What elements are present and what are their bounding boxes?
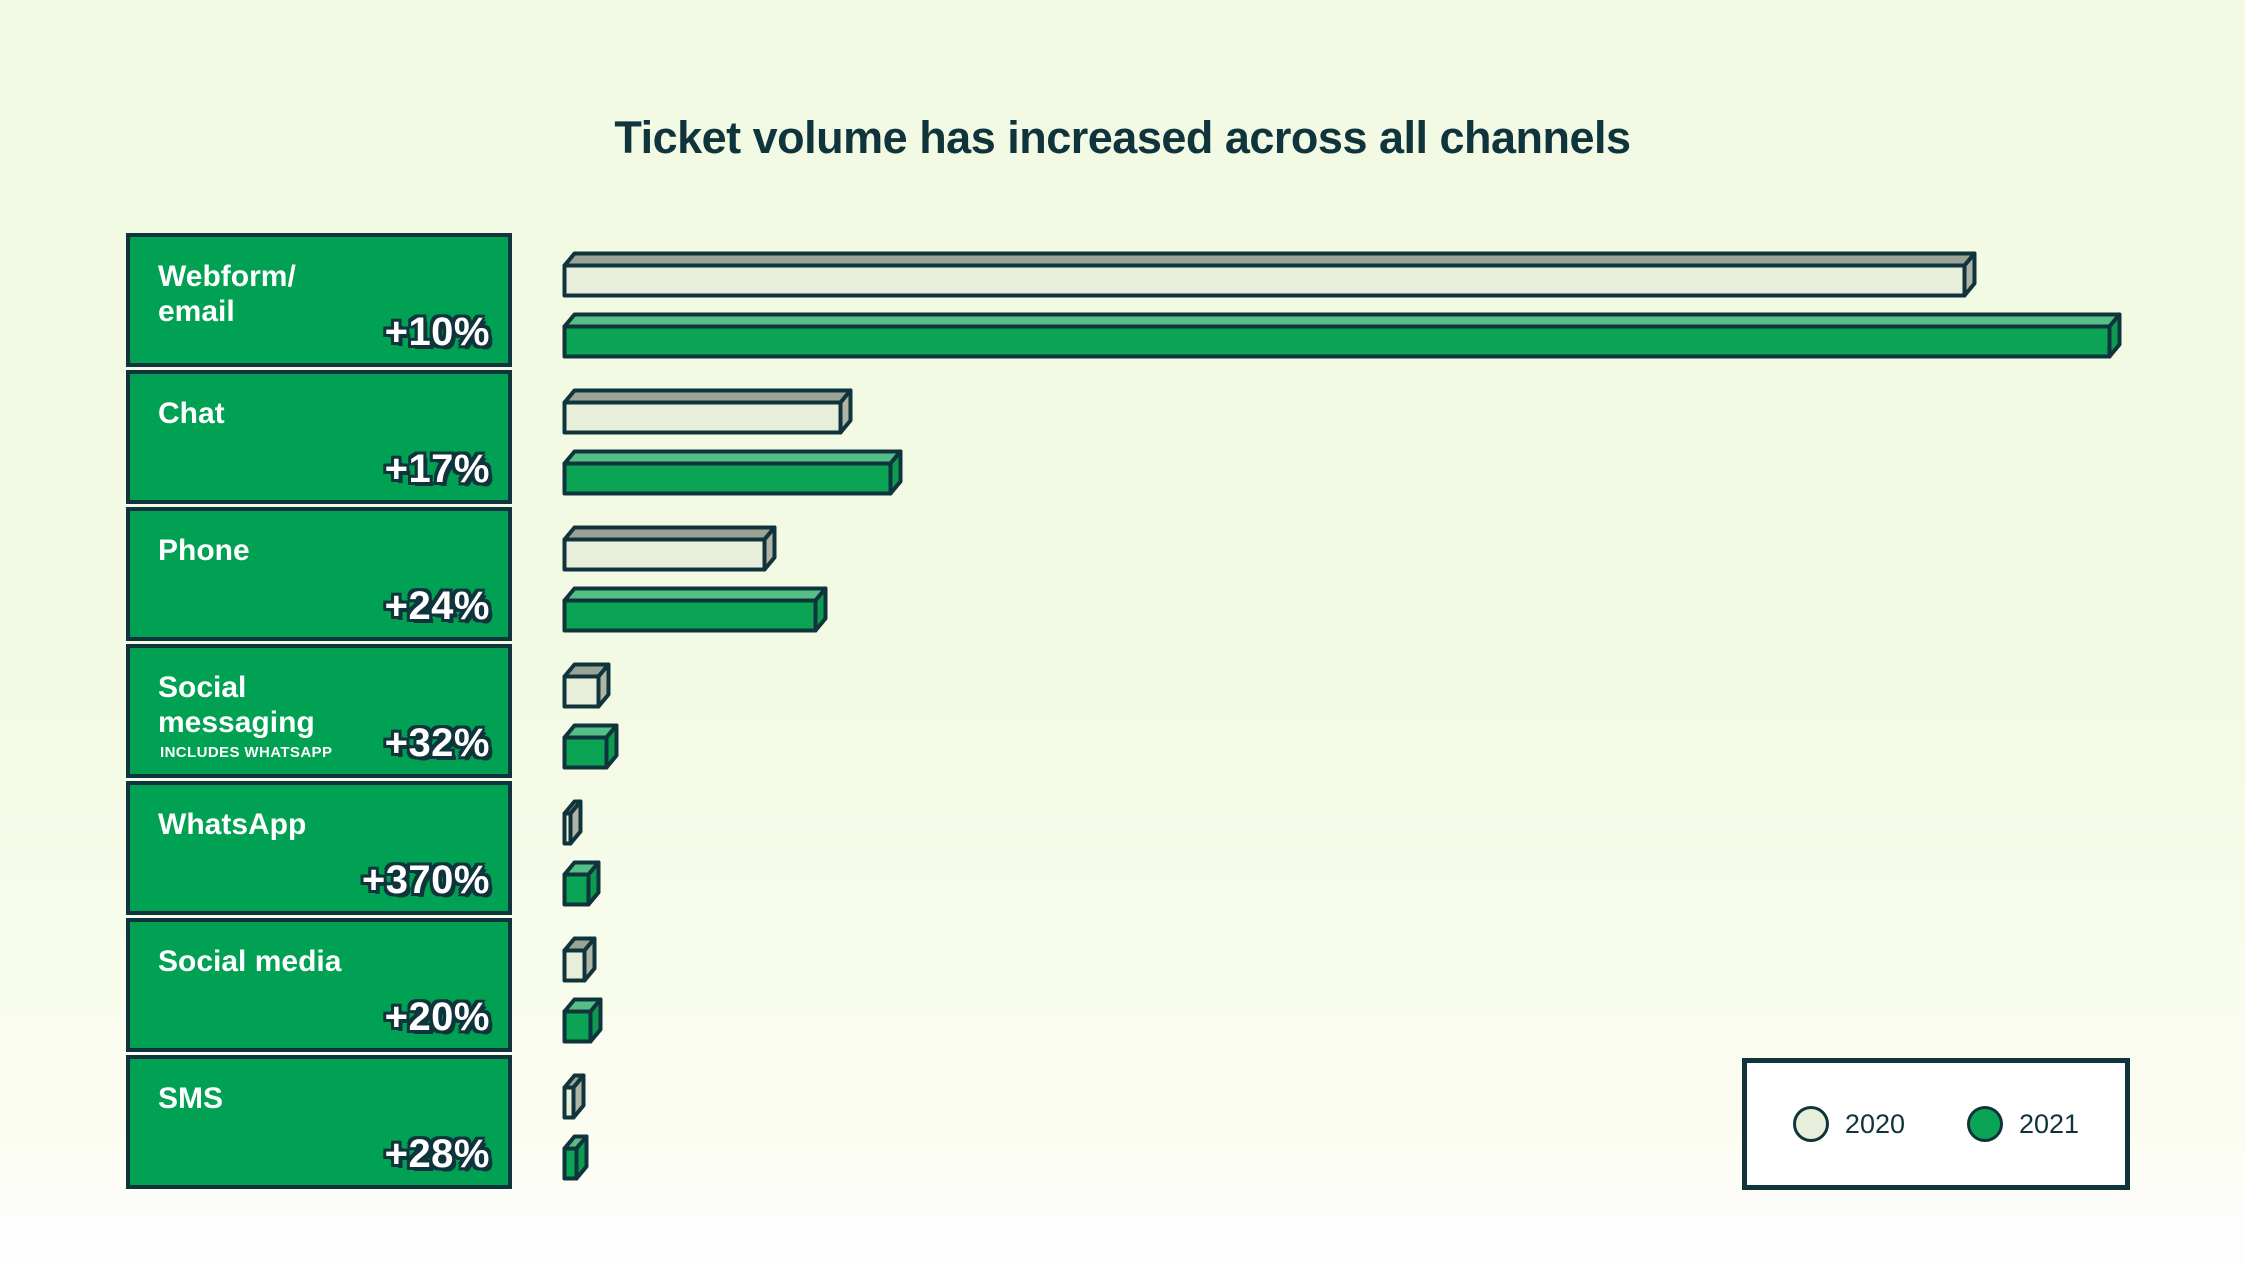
- channel-cell-webform-email: Webform/ email +10%: [126, 233, 512, 367]
- chart-title: Ticket volume has increased across all c…: [614, 112, 1631, 163]
- bar-chart-area: [562, 233, 2122, 1192]
- legend: 2020 2021: [1742, 1058, 2130, 1190]
- channel-name: Social media: [158, 945, 342, 978]
- bar-row-social-messaging: [562, 644, 2122, 781]
- legend-swatch-2020-icon: [1792, 1106, 1829, 1142]
- channel-name: SMS: [158, 1082, 224, 1115]
- pct-change-badge: +32%: [384, 721, 490, 765]
- pct-change-badge: +28%: [384, 1132, 490, 1176]
- pct-change-badge: +10%: [384, 310, 490, 354]
- channel-name: WhatsApp: [158, 808, 307, 841]
- channel-cell-phone: Phone +24%: [126, 507, 512, 641]
- bar-row-chat: [562, 370, 2122, 507]
- bar-2021-social-media: [562, 997, 603, 1044]
- pct-change-badge: +370%: [361, 858, 490, 902]
- legend-swatch-2021-icon: [1967, 1106, 2003, 1142]
- bar-row-social-media: [562, 918, 2122, 1055]
- channel-subtitle: INCLUDES WHATSAPP: [160, 744, 333, 761]
- bar-2021-webform-email: [562, 312, 2122, 359]
- bar-2020-chat: [562, 388, 853, 435]
- bar-2020-social-media: [562, 936, 597, 983]
- bar-2020-phone: [562, 525, 777, 572]
- channel-name: Webform/ email: [158, 260, 296, 329]
- channel-cell-chat: Chat +17%: [126, 370, 512, 504]
- bar-row-sms: [562, 1055, 2122, 1192]
- bar-2021-sms: [562, 1134, 589, 1181]
- bar-row-whatsapp: [562, 781, 2122, 918]
- bar-row-webform-email: [562, 233, 2122, 370]
- legend-label: 2020: [1844, 1108, 1905, 1139]
- bar-row-phone: [562, 507, 2122, 644]
- legend-label: 2021: [2019, 1108, 2080, 1139]
- bar-2021-whatsapp: [562, 860, 601, 907]
- channel-cell-whatsapp: WhatsApp +370%: [126, 781, 512, 915]
- channel-name: Chat: [158, 397, 225, 430]
- channel-name: Phone: [158, 534, 250, 567]
- channel-name: Social messaging: [158, 671, 315, 740]
- channel-cell-sms: SMS +28%: [126, 1055, 512, 1189]
- bar-2020-whatsapp: [562, 799, 583, 846]
- channel-cell-social-media: Social media +20%: [126, 918, 512, 1052]
- legend-item-2020: 2020: [1792, 1106, 1905, 1142]
- pct-change-badge: +24%: [384, 584, 490, 628]
- channel-label-panel: Webform/ email +10% Chat +17% Phone +24%…: [126, 233, 512, 1189]
- legend-item-2021: 2021: [1967, 1106, 2079, 1142]
- channel-cell-social-messaging: Social messaging INCLUDES WHATSAPP +32%: [126, 644, 512, 778]
- bar-2020-social-messaging: [562, 662, 611, 709]
- bar-2020-webform-email: [562, 251, 1977, 298]
- bar-2021-chat: [562, 449, 903, 496]
- bar-2021-phone: [562, 586, 828, 633]
- pct-change-badge: +20%: [384, 995, 490, 1039]
- pct-change-badge: +17%: [384, 447, 490, 491]
- bar-2020-sms: [562, 1073, 586, 1120]
- bar-2021-social-messaging: [562, 723, 619, 770]
